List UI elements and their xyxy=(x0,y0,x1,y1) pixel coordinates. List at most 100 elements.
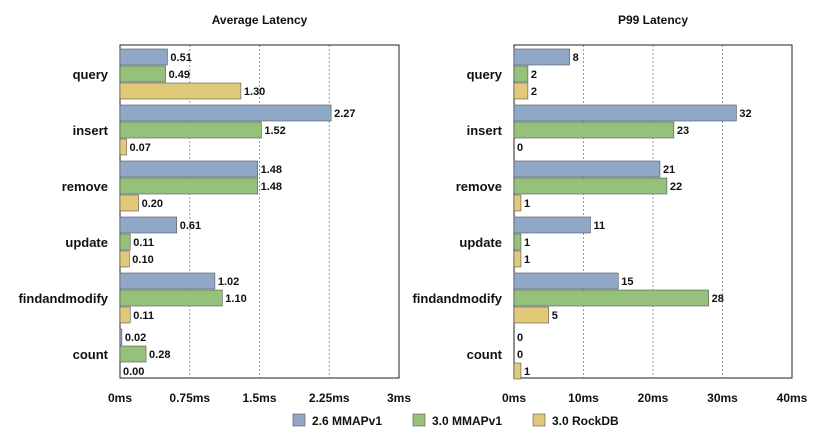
chart-title: P99 Latency xyxy=(618,13,688,27)
data-label-query-3-0-rockdb: 2 xyxy=(531,86,537,98)
bar-findandmodify-3-0-rockdb xyxy=(513,306,550,324)
data-label-insert-2-6-mmapv1: 32 xyxy=(739,108,751,120)
bar-insert-3-0-mmapv1 xyxy=(119,121,262,139)
data-label-insert-2-6-mmapv1: 2.27 xyxy=(334,108,355,120)
data-label-update-2-6-mmapv1: 0.61 xyxy=(180,220,201,232)
data-label-query-2-6-mmapv1: 0.51 xyxy=(170,52,191,64)
bar-query-3-0-mmapv1 xyxy=(513,65,529,83)
bar-findandmodify-2-6-mmapv1 xyxy=(513,272,619,290)
bar-remove-3-0-rockdb xyxy=(513,194,522,212)
x-tick-label: 3ms xyxy=(387,391,411,405)
data-label-remove-3-0-mmapv1: 22 xyxy=(670,181,682,193)
data-label-remove-2-6-mmapv1: 21 xyxy=(663,164,675,176)
bar-update-3-0-mmapv1 xyxy=(513,233,522,251)
bar-count-3-0-mmapv1 xyxy=(119,345,147,363)
x-tick-label: 40ms xyxy=(777,391,808,405)
category-label-count: count xyxy=(467,347,503,362)
data-label-count-3-0-mmapv1: 0.28 xyxy=(149,349,170,361)
legend: 2.6 MMAPv1 3.0 MMAPv1 3.0 RockDB xyxy=(292,413,619,428)
data-label-query-3-0-rockdb: 1.30 xyxy=(244,86,265,98)
legend-swatch-3-0-rockdb xyxy=(532,413,546,427)
category-label-findandmodify: findandmodify xyxy=(412,291,502,306)
data-label-count-3-0-rockdb: 1 xyxy=(524,366,530,378)
bar-update-2-6-mmapv1 xyxy=(513,216,591,234)
bar-findandmodify-3-0-rockdb xyxy=(119,306,131,324)
x-tick-label: 0.75ms xyxy=(169,391,210,405)
data-label-update-3-0-rockdb: 0.10 xyxy=(132,254,153,266)
x-tick-label: 30ms xyxy=(707,391,738,405)
legend-label-3-0-mmapv1: 3.0 MMAPv1 xyxy=(432,414,502,428)
bar-query-3-0-mmapv1 xyxy=(119,65,166,83)
data-label-count-3-0-rockdb: 0.00 xyxy=(123,366,144,378)
bar-insert-3-0-mmapv1 xyxy=(513,121,675,139)
data-label-findandmodify-3-0-mmapv1: 1.10 xyxy=(225,293,246,305)
data-label-remove-3-0-mmapv1: 1.48 xyxy=(261,181,282,193)
bar-remove-2-6-mmapv1 xyxy=(119,160,258,178)
data-label-remove-2-6-mmapv1: 1.48 xyxy=(261,164,282,176)
bar-remove-2-6-mmapv1 xyxy=(513,160,661,178)
bar-update-3-0-mmapv1 xyxy=(119,233,131,251)
category-label-insert: insert xyxy=(467,123,503,138)
category-label-insert: insert xyxy=(73,123,109,138)
plot-frame xyxy=(119,44,400,379)
data-label-remove-3-0-rockdb: 1 xyxy=(524,198,530,210)
bar-findandmodify-3-0-mmapv1 xyxy=(513,289,709,307)
bar-query-3-0-rockdb xyxy=(119,82,242,100)
x-tick-label: 10ms xyxy=(568,391,599,405)
x-tick-label: 0ms xyxy=(502,391,526,405)
chart-title: Average Latency xyxy=(212,13,308,27)
legend-label-2-6-mmapv1: 2.6 MMAPv1 xyxy=(312,414,382,428)
data-label-remove-3-0-rockdb: 0.20 xyxy=(142,198,163,210)
bar-findandmodify-3-0-mmapv1 xyxy=(119,289,223,307)
data-label-query-3-0-mmapv1: 0.49 xyxy=(169,69,190,81)
average-latency-chart: Average Latency 0ms 0.75ms 1.5ms 2.25ms 3ms qu… xyxy=(18,13,411,405)
bar-insert-3-0-rockdb xyxy=(119,138,127,156)
data-label-update-2-6-mmapv1: 11 xyxy=(593,220,605,232)
x-tick-label: 1.5ms xyxy=(242,391,276,405)
bar-query-3-0-rockdb xyxy=(513,82,529,100)
data-label-update-3-0-rockdb: 1 xyxy=(524,254,530,266)
data-label-query-2-6-mmapv1: 8 xyxy=(573,52,579,64)
bar-query-2-6-mmapv1 xyxy=(513,48,570,66)
data-label-query-3-0-mmapv1: 2 xyxy=(531,69,537,81)
data-label-findandmodify-3-0-rockdb: 5 xyxy=(552,310,558,322)
x-tick-label: 20ms xyxy=(638,391,669,405)
legend-label-3-0-rockdb: 3.0 RockDB xyxy=(552,414,619,428)
category-label-remove: remove xyxy=(456,179,502,194)
bar-findandmodify-2-6-mmapv1 xyxy=(119,272,216,290)
bar-remove-3-0-rockdb xyxy=(119,194,139,212)
bar-count-3-0-rockdb xyxy=(513,362,522,380)
data-label-insert-3-0-rockdb: 0.07 xyxy=(130,142,151,154)
bar-query-2-6-mmapv1 xyxy=(119,48,168,66)
category-label-update: update xyxy=(459,235,502,250)
legend-swatch-2-6-mmapv1 xyxy=(292,413,306,427)
data-label-count-3-0-mmapv1: 0 xyxy=(517,349,523,361)
bar-insert-2-6-mmapv1 xyxy=(119,104,332,122)
bar-remove-3-0-mmapv1 xyxy=(513,177,668,195)
data-label-findandmodify-3-0-rockdb: 0.11 xyxy=(133,310,154,322)
bar-update-3-0-rockdb xyxy=(119,250,130,268)
data-label-findandmodify-3-0-mmapv1: 28 xyxy=(712,293,724,305)
legend-swatch-3-0-mmapv1 xyxy=(412,413,426,427)
x-tick-label: 2.25ms xyxy=(309,391,350,405)
category-label-count: count xyxy=(73,347,109,362)
bar-count-2-6-mmapv1 xyxy=(119,328,123,346)
category-label-findandmodify: findandmodify xyxy=(18,291,108,306)
bar-insert-2-6-mmapv1 xyxy=(513,104,737,122)
data-label-count-2-6-mmapv1: 0 xyxy=(517,332,523,344)
category-label-update: update xyxy=(65,235,108,250)
x-tick-label: 0ms xyxy=(108,391,132,405)
plot-frame xyxy=(513,44,793,379)
data-label-count-2-6-mmapv1: 0.02 xyxy=(125,332,146,344)
data-label-insert-3-0-rockdb: 0 xyxy=(517,142,523,154)
category-label-remove: remove xyxy=(62,179,108,194)
data-label-findandmodify-2-6-mmapv1: 15 xyxy=(621,276,633,288)
bar-update-2-6-mmapv1 xyxy=(119,216,178,234)
bar-update-3-0-rockdb xyxy=(513,250,522,268)
data-label-update-3-0-mmapv1: 1 xyxy=(524,237,530,249)
category-label-query: query xyxy=(73,67,109,82)
data-label-insert-3-0-mmapv1: 1.52 xyxy=(264,125,285,137)
data-label-insert-3-0-mmapv1: 23 xyxy=(677,125,689,137)
bar-remove-3-0-mmapv1 xyxy=(119,177,258,195)
